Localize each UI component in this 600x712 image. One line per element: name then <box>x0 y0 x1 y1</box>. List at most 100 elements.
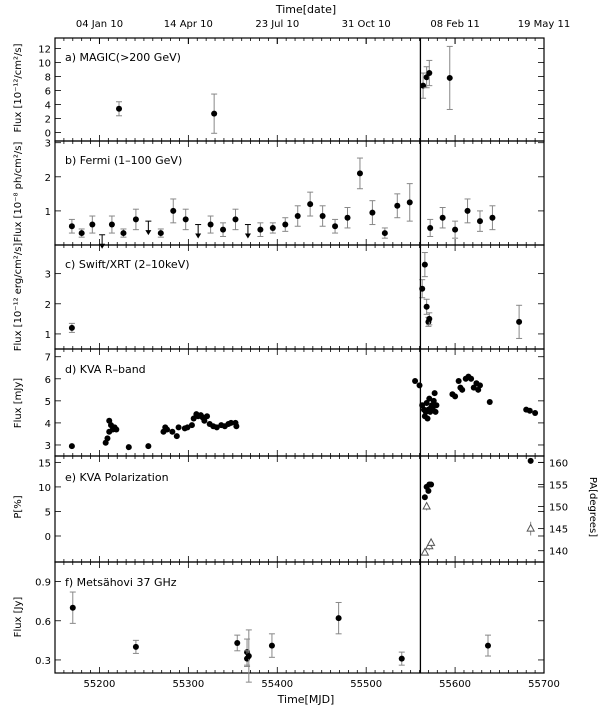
data-point <box>516 318 523 325</box>
data-point <box>476 382 483 389</box>
panel-b-ylabel: Flux [10⁻⁸ ph/cm²/s] <box>13 141 24 242</box>
data-point <box>332 223 339 230</box>
data-point <box>432 408 439 415</box>
data-point <box>470 384 477 391</box>
data-point <box>428 481 435 488</box>
data-point <box>486 398 493 405</box>
data-marks <box>68 38 539 683</box>
data-point <box>431 390 438 397</box>
data-point <box>459 386 466 393</box>
data-point <box>201 417 208 424</box>
data-point <box>113 426 120 433</box>
data-point <box>484 642 491 649</box>
data-point <box>394 202 401 209</box>
data-point <box>344 214 351 221</box>
data-point <box>294 213 301 220</box>
data-point <box>257 226 264 233</box>
panel-a-title: a) MAGIC(>200 GeV) <box>65 51 181 64</box>
data-point <box>268 642 275 649</box>
y-tick-label: 1 <box>45 330 51 341</box>
data-point <box>423 303 430 310</box>
data-point <box>233 423 240 430</box>
panel-frames: 04 Jan 10 14 Apr 10 23 Jul 10 31 Oct 10 08 F… <box>35 19 570 690</box>
bottom-tick-label: 55700 <box>528 679 560 690</box>
data-point <box>439 214 446 221</box>
y-tick-label: 15 <box>38 458 51 469</box>
right-y-tick-label: 160 <box>549 458 568 469</box>
data-point <box>184 424 191 431</box>
data-point <box>213 424 220 431</box>
data-point <box>175 424 182 431</box>
top-tick-label: 08 Feb 11 <box>430 19 480 30</box>
data-point <box>455 377 462 384</box>
data-point <box>125 444 132 451</box>
pa-triangle <box>420 547 430 556</box>
data-point <box>269 224 276 231</box>
panel-e-ylabel-right: PA[degrees] <box>587 477 598 537</box>
data-point <box>204 413 211 420</box>
panel-d-title: d) KVA R–band <box>65 363 146 376</box>
panel-c-ylabel: Flux [10⁻¹² erg/cm²/s] <box>13 243 24 352</box>
data-point <box>170 207 177 214</box>
panel-a-ylabel: Flux [10⁻¹²/cm²/s] <box>13 43 24 132</box>
y-tick-label: 0 <box>45 532 51 543</box>
data-point <box>173 433 180 440</box>
data-point <box>182 216 189 223</box>
data-point <box>426 395 433 402</box>
y-tick-label: 0.9 <box>35 578 51 589</box>
bottom-tick-label: 55600 <box>439 679 471 690</box>
data-point <box>335 615 342 622</box>
data-point <box>211 110 218 117</box>
panel-e-title: e) KVA Polarization <box>65 471 169 484</box>
y-tick-label: 4 <box>45 101 51 112</box>
top-axis-title: Time[date] <box>275 3 336 16</box>
data-point <box>426 315 433 322</box>
data-point <box>468 375 475 382</box>
y-tick-label: 8 <box>45 73 51 84</box>
y-tick-label: 7 <box>45 353 51 364</box>
data-point <box>169 428 176 435</box>
bottom-tick-label: 55400 <box>261 679 293 690</box>
data-point <box>446 74 453 81</box>
bottom-tick-label: 55500 <box>350 679 382 690</box>
data-point <box>120 230 127 237</box>
y-tick-label: 12 <box>38 45 51 56</box>
data-point <box>106 417 113 424</box>
data-point <box>427 224 434 231</box>
data-point <box>188 422 195 429</box>
right-y-tick-label: 145 <box>549 525 568 536</box>
right-y-tick-label: 140 <box>549 547 568 558</box>
data-point <box>234 639 241 646</box>
top-tick-label: 19 May 11 <box>518 19 570 30</box>
data-point <box>104 435 111 442</box>
data-point <box>207 221 214 228</box>
data-point <box>423 400 430 407</box>
data-point <box>132 643 139 650</box>
data-point <box>412 377 419 384</box>
data-point <box>464 207 471 214</box>
y-tick-label: 6 <box>45 87 51 98</box>
y-tick-label: 4 <box>45 419 51 430</box>
data-point <box>132 216 139 223</box>
data-point <box>116 105 123 112</box>
data-point <box>526 407 533 414</box>
data-point <box>369 209 376 216</box>
data-point <box>68 324 75 331</box>
y-tick-label: 2 <box>45 115 51 126</box>
panel-f-title: f) Metsähovi 37 GHz <box>65 576 177 589</box>
pa-triangle <box>526 523 536 532</box>
panel-e-ylabel: P[%] <box>13 495 24 518</box>
y-tick-label: 3 <box>45 139 51 150</box>
y-tick-label: 10 <box>38 59 51 70</box>
data-point <box>307 201 314 208</box>
y-tick-label: 5 <box>45 507 51 518</box>
panel-b-title: b) Fermi (1–100 GeV) <box>65 154 182 167</box>
y-tick-label: 3 <box>45 441 51 452</box>
data-point <box>157 230 164 237</box>
data-point <box>245 653 252 660</box>
upper-limit-arrow <box>244 233 251 239</box>
y-tick-label: 5 <box>45 397 51 408</box>
top-tick-label: 31 Oct 10 <box>342 19 391 30</box>
